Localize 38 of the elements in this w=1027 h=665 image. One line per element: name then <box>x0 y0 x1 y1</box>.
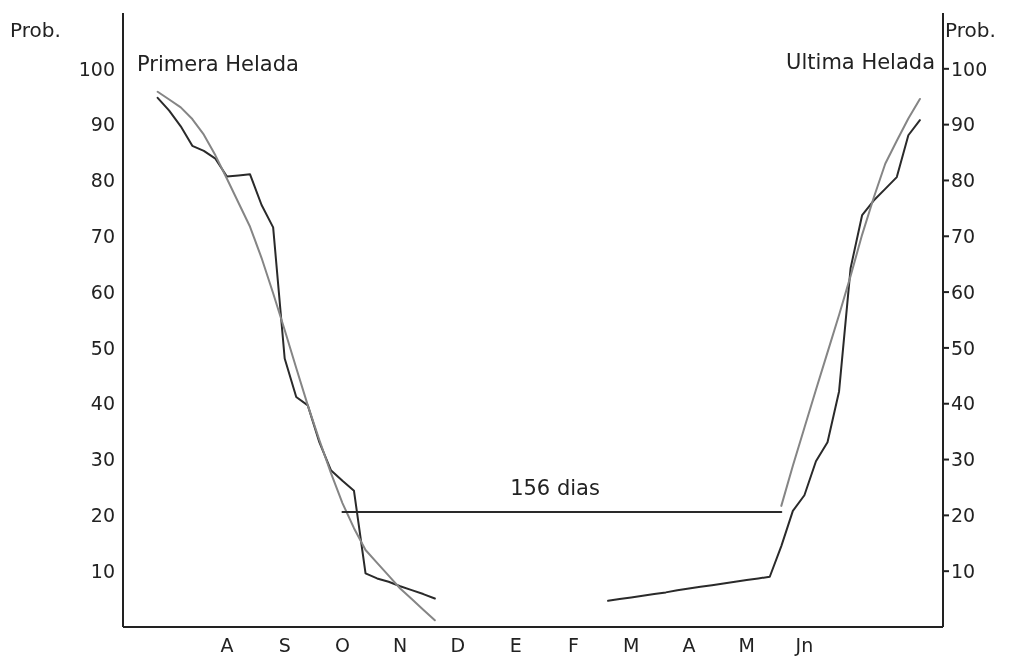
x-tick-label: E <box>509 634 522 657</box>
y-tick-label: 50 <box>90 336 115 359</box>
y2-tick-label: 80 <box>951 169 976 192</box>
annotation: Primera Helada <box>137 52 299 76</box>
annotation: Ultima Helada <box>786 50 935 74</box>
y-tick-label: 70 <box>90 225 115 248</box>
y-tick-label: 90 <box>90 113 115 136</box>
y2-tick-label: 20 <box>951 504 976 527</box>
x-tick-label: M <box>622 634 640 657</box>
x-tick-label: S <box>278 634 291 657</box>
x-tick-label: F <box>567 634 579 657</box>
x-tick-label: O <box>334 634 350 657</box>
y-tick-label: 80 <box>90 169 115 192</box>
x-tick-label: A <box>682 634 696 657</box>
y2-tick-label: 70 <box>951 225 976 248</box>
x-tick-label: D <box>450 634 466 657</box>
y-tick-label: 10 <box>90 559 115 582</box>
y2-tick-label: 10 <box>951 559 976 582</box>
line-series <box>607 119 921 602</box>
x-tick-label: N <box>393 634 408 657</box>
y2-tick-label: 50 <box>951 336 976 359</box>
y2-tick-label: 40 <box>951 392 976 415</box>
annotation: 156 dias <box>510 476 600 500</box>
x-tick-label: A <box>220 634 234 657</box>
y-axis-title: Prob. <box>10 18 61 42</box>
y2-tick-label: 60 <box>951 280 976 303</box>
y2-tick-label: 100 <box>951 57 988 80</box>
y-tick-label: 20 <box>90 504 115 527</box>
y2-tick-label: 90 <box>951 113 976 136</box>
y-tick-label: 100 <box>78 57 115 80</box>
line-series <box>780 97 921 507</box>
y-tick-label: 30 <box>90 448 115 471</box>
y2-tick-label: 30 <box>951 448 976 471</box>
y-tick-label: 40 <box>90 392 115 415</box>
x-tick-label: Jn <box>794 634 814 657</box>
x-tick-label: M <box>738 634 755 657</box>
y2-axis-title: Prob. <box>945 18 996 42</box>
y-tick-label: 60 <box>90 280 115 303</box>
